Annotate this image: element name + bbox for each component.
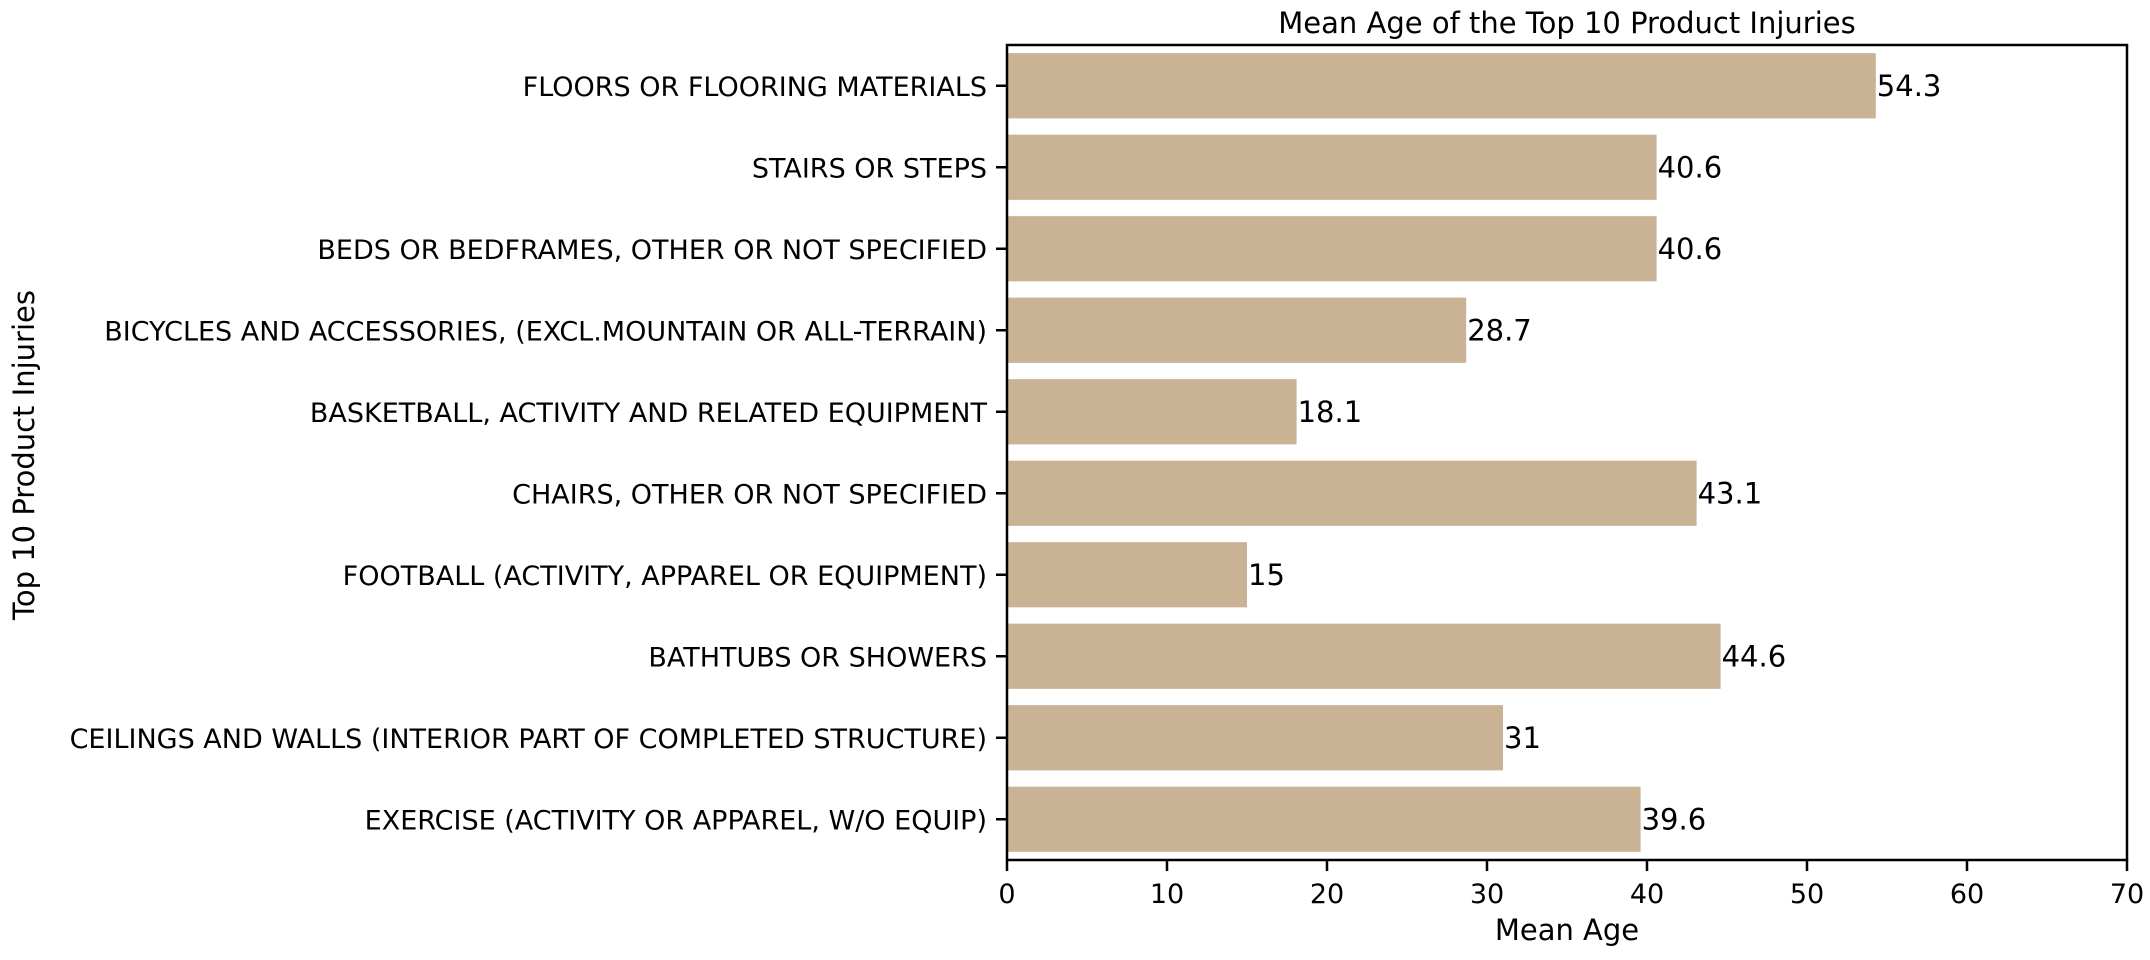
data-label: 43.1 bbox=[1698, 476, 1763, 510]
y-tick-label: FLOORS OR FLOORING MATERIALS bbox=[523, 72, 987, 103]
y-tick-label: BEDS OR BEDFRAMES, OTHER OR NOT SPECIFIE… bbox=[317, 235, 987, 266]
y-ticks-layer: FLOORS OR FLOORING MATERIALS STAIRS OR ST… bbox=[70, 72, 1007, 836]
bar bbox=[1007, 623, 1721, 689]
data-label: 40.6 bbox=[1658, 232, 1723, 266]
x-ticks-layer: 0 10 20 30 40 50 60 70 bbox=[998, 860, 2144, 910]
x-tick-label: 0 bbox=[998, 879, 1015, 910]
chart-title: Mean Age of the Top 10 Product Injuries bbox=[1278, 6, 1855, 40]
bar bbox=[1007, 216, 1657, 282]
bar bbox=[1007, 53, 1876, 119]
data-label: 18.1 bbox=[1298, 395, 1363, 429]
data-label: 28.7 bbox=[1467, 313, 1532, 347]
y-tick-label: BATHTUBS OR SHOWERS bbox=[648, 642, 987, 673]
y-tick-label: BICYCLES AND ACCESSORIES, (EXCL.MOUNTAIN… bbox=[104, 316, 987, 347]
bar bbox=[1007, 705, 1503, 771]
data-labels-layer: 54.3 40.6 40.6 28.7 18.1 43.1 15 44.6 31 39.6 bbox=[1248, 69, 1941, 837]
x-axis-label: Mean Age bbox=[1495, 913, 1639, 947]
x-tick-label: 70 bbox=[2110, 879, 2144, 910]
bar bbox=[1007, 379, 1297, 445]
data-label: 31 bbox=[1504, 721, 1541, 755]
bars-layer bbox=[1007, 53, 1876, 852]
y-tick-label: CHAIRS, OTHER OR NOT SPECIFIED bbox=[512, 479, 987, 510]
x-tick-label: 20 bbox=[1310, 879, 1344, 910]
y-tick-label: FOOTBALL (ACTIVITY, APPAREL OR EQUIPMENT… bbox=[343, 561, 987, 592]
bar bbox=[1007, 297, 1467, 363]
plot-frame bbox=[1005, 43, 2129, 862]
bar bbox=[1007, 786, 1641, 852]
x-tick-label: 40 bbox=[1630, 879, 1664, 910]
bar bbox=[1007, 460, 1697, 526]
x-tick-label: 50 bbox=[1790, 879, 1824, 910]
y-tick-label: EXERCISE (ACTIVITY OR APPAREL, W/O EQUIP… bbox=[365, 805, 987, 836]
x-tick-label: 10 bbox=[1150, 879, 1184, 910]
data-label: 15 bbox=[1248, 558, 1285, 592]
data-label: 44.6 bbox=[1722, 639, 1787, 673]
x-tick-label: 30 bbox=[1470, 879, 1504, 910]
data-label: 54.3 bbox=[1877, 69, 1942, 103]
y-tick-label: BASKETBALL, ACTIVITY AND RELATED EQUIPME… bbox=[310, 398, 988, 429]
y-tick-label: STAIRS OR STEPS bbox=[752, 153, 987, 184]
y-tick-label: CEILINGS AND WALLS (INTERIOR PART OF COM… bbox=[70, 724, 987, 755]
data-label: 40.6 bbox=[1658, 150, 1723, 184]
y-axis-label: Top 10 Product Injuries bbox=[7, 290, 41, 621]
data-label: 39.6 bbox=[1642, 802, 1707, 836]
bar bbox=[1007, 134, 1657, 200]
bar bbox=[1007, 542, 1247, 608]
x-tick-label: 60 bbox=[1950, 879, 1984, 910]
